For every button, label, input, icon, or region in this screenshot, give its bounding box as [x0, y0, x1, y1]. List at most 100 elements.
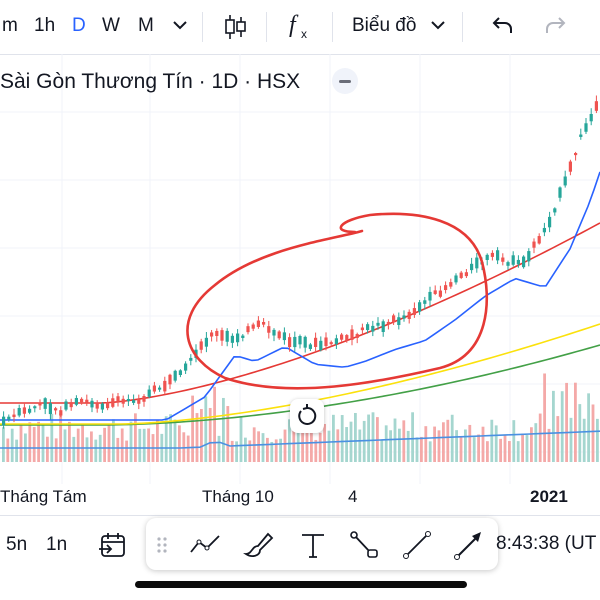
- reset-chart-button[interactable]: [290, 399, 324, 433]
- candle-body: [293, 336, 297, 348]
- volume-bar: [490, 419, 494, 462]
- path-icon[interactable]: [348, 528, 382, 562]
- volume-bar: [288, 419, 291, 462]
- candle-body: [17, 407, 21, 416]
- candle-body: [262, 321, 266, 325]
- volume-bar: [420, 436, 423, 462]
- candle-body: [522, 256, 526, 268]
- volume-bar: [340, 415, 344, 462]
- brush-icon[interactable]: [242, 528, 276, 562]
- volume-bar: [481, 426, 485, 462]
- volume-bar: [10, 428, 14, 462]
- candle-body: [220, 330, 224, 341]
- candle-body: [542, 227, 546, 233]
- volume-bar: [534, 423, 538, 462]
- volume-bar: [578, 404, 582, 462]
- candle-body: [355, 334, 359, 339]
- svg-text:x: x: [301, 27, 307, 41]
- candle-body: [215, 330, 219, 337]
- volume-bar: [292, 419, 296, 462]
- volume-bar: [503, 435, 507, 462]
- candle-body: [210, 332, 214, 337]
- chart-type-label[interactable]: Biểu đồ: [352, 15, 417, 36]
- candle-body: [204, 337, 208, 347]
- volume-bar: [428, 441, 432, 462]
- candle-body: [288, 337, 292, 348]
- server-clock: 8:43:38 (UT: [496, 533, 597, 554]
- volume-bar: [125, 440, 128, 462]
- volume-bar: [235, 441, 238, 462]
- svg-text:f: f: [289, 12, 299, 38]
- candle-body: [407, 311, 411, 319]
- chart-type-chevron-down-icon[interactable]: [430, 13, 446, 37]
- candle-body: [43, 398, 47, 409]
- candle-body: [54, 408, 58, 411]
- trend-line-icon[interactable]: [188, 528, 222, 562]
- volume-bar: [398, 428, 401, 462]
- volume-bar: [384, 425, 388, 462]
- arrow-icon[interactable]: [452, 528, 486, 562]
- line-segment-icon[interactable]: [400, 528, 434, 562]
- candle-body: [584, 123, 588, 132]
- redo-icon[interactable]: [542, 13, 568, 39]
- interval-d[interactable]: D: [72, 15, 86, 36]
- volume-bar: [200, 408, 203, 462]
- candle-body: [85, 399, 89, 403]
- volume-bar: [230, 440, 234, 462]
- candle-body: [298, 336, 302, 345]
- candle-body: [236, 333, 240, 343]
- candle-body: [184, 363, 188, 371]
- volume-bar: [477, 434, 480, 462]
- volume-bar: [591, 404, 595, 462]
- volume-bar: [19, 424, 23, 462]
- volume-bar: [186, 435, 190, 462]
- volume-bar: [28, 422, 32, 462]
- volume-bar: [261, 433, 265, 462]
- volume-bar: [468, 424, 472, 462]
- candle-body: [121, 398, 125, 404]
- volume-bar: [204, 396, 208, 462]
- chevron-down-icon[interactable]: [172, 13, 188, 37]
- candle-body: [568, 161, 572, 172]
- candles-icon[interactable]: [222, 13, 248, 41]
- candle-body: [69, 402, 73, 408]
- volume-bar: [283, 429, 287, 462]
- candle-body: [225, 330, 229, 342]
- text-tool-icon[interactable]: [296, 528, 330, 562]
- indicators-fx-icon[interactable]: f x: [287, 10, 315, 42]
- volume-bar: [450, 414, 454, 462]
- interval-m-month[interactable]: M: [138, 15, 154, 36]
- collapse-legend-icon[interactable]: [332, 68, 358, 94]
- volume-bar: [433, 426, 436, 462]
- candle-body: [470, 263, 474, 271]
- interval-w[interactable]: W: [102, 15, 120, 36]
- volume-bar: [54, 438, 58, 462]
- undo-icon[interactable]: [490, 13, 516, 39]
- volume-bar: [525, 435, 529, 462]
- candle-body: [324, 337, 328, 347]
- volume-bar: [406, 430, 410, 462]
- volume-bar: [336, 429, 340, 462]
- candle-body: [168, 374, 172, 385]
- drag-handle-icon[interactable]: [152, 528, 186, 562]
- candle-body: [173, 370, 177, 381]
- go-to-date-icon[interactable]: [98, 530, 128, 560]
- range-1n[interactable]: 1n: [46, 534, 68, 555]
- volume-bar: [164, 416, 168, 462]
- volume-bar: [318, 432, 322, 462]
- price-chart[interactable]: [0, 54, 600, 516]
- top-toolbar: m 1h D W M f x Biểu đồ: [0, 0, 600, 55]
- volume-bar: [354, 412, 357, 462]
- candle-body: [2, 416, 6, 426]
- candle-body: [64, 401, 68, 410]
- volume-bar: [327, 430, 331, 462]
- interval-m[interactable]: m: [2, 15, 18, 36]
- candle-body: [527, 251, 531, 262]
- interval-1h[interactable]: 1h: [34, 15, 56, 36]
- candle-body: [548, 216, 552, 228]
- toolbar-divider: [462, 12, 463, 42]
- volume-bar: [76, 428, 80, 462]
- volume-bar: [46, 436, 49, 462]
- x-axis-label: 4: [348, 487, 358, 506]
- range-5n[interactable]: 5n: [6, 534, 28, 555]
